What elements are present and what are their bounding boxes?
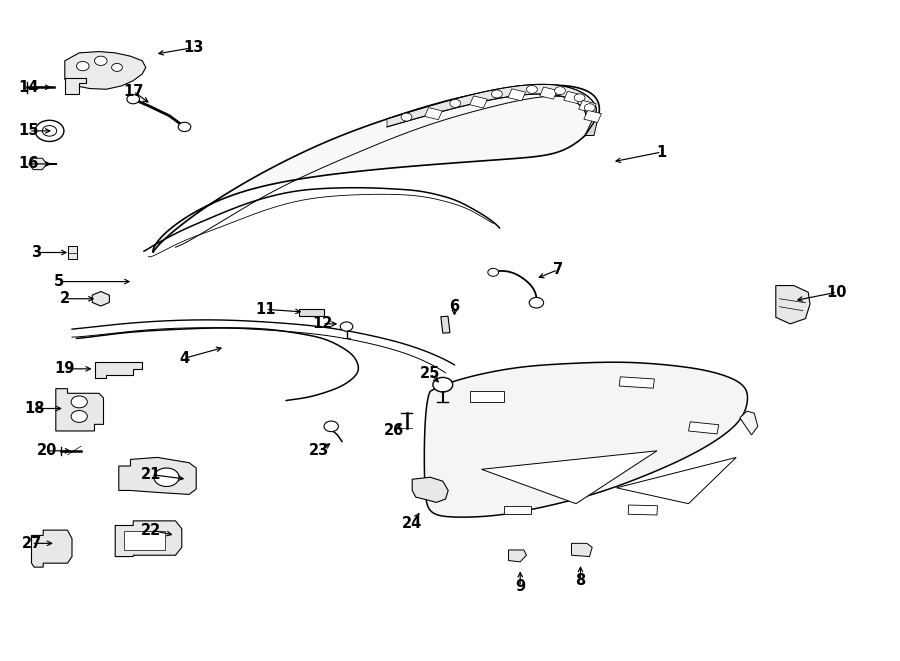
Text: 17: 17 — [123, 84, 143, 98]
Polygon shape — [508, 550, 526, 562]
Circle shape — [554, 87, 565, 95]
Circle shape — [529, 297, 544, 308]
Text: 7: 7 — [553, 262, 563, 277]
Polygon shape — [119, 457, 196, 494]
Circle shape — [71, 410, 87, 422]
Text: 27: 27 — [22, 536, 41, 551]
Text: 21: 21 — [141, 467, 161, 482]
Bar — [124, 531, 165, 550]
Circle shape — [42, 126, 57, 136]
Polygon shape — [94, 362, 142, 378]
Text: 14: 14 — [19, 80, 39, 95]
Bar — [504, 506, 531, 514]
Text: 22: 22 — [141, 523, 161, 537]
Bar — [619, 377, 654, 388]
Circle shape — [112, 63, 122, 71]
Circle shape — [94, 56, 107, 65]
Bar — [579, 100, 597, 112]
Text: 4: 4 — [179, 351, 190, 366]
Bar — [470, 96, 487, 108]
Polygon shape — [56, 389, 104, 431]
Polygon shape — [572, 543, 592, 557]
Text: 8: 8 — [575, 573, 586, 588]
Bar — [299, 309, 324, 316]
Bar — [441, 316, 450, 333]
Polygon shape — [65, 78, 86, 94]
Text: 5: 5 — [53, 274, 64, 289]
Text: 2: 2 — [59, 292, 70, 306]
Text: 18: 18 — [24, 401, 44, 416]
Circle shape — [35, 120, 64, 141]
Text: 10: 10 — [827, 285, 847, 299]
Text: 26: 26 — [384, 424, 404, 438]
Bar — [563, 91, 581, 104]
Text: 25: 25 — [420, 366, 440, 381]
Bar — [425, 108, 442, 120]
Text: 20: 20 — [37, 444, 57, 458]
Text: 9: 9 — [515, 580, 526, 594]
Text: 1: 1 — [656, 145, 667, 159]
Circle shape — [76, 61, 89, 71]
Text: 23: 23 — [310, 444, 329, 458]
Bar — [584, 110, 601, 122]
Polygon shape — [65, 52, 146, 89]
Text: 13: 13 — [184, 40, 203, 55]
Polygon shape — [387, 85, 597, 127]
Polygon shape — [424, 362, 748, 517]
Bar — [540, 87, 557, 99]
Polygon shape — [153, 85, 599, 253]
Polygon shape — [482, 451, 657, 504]
Circle shape — [584, 104, 595, 112]
Circle shape — [71, 396, 87, 408]
Circle shape — [526, 85, 537, 93]
Polygon shape — [740, 411, 758, 435]
Polygon shape — [616, 457, 736, 504]
Bar — [470, 391, 504, 402]
Bar — [68, 246, 77, 259]
Circle shape — [488, 268, 499, 276]
Text: 6: 6 — [449, 299, 460, 313]
Bar — [508, 89, 526, 101]
Text: 19: 19 — [55, 362, 75, 376]
Circle shape — [127, 95, 140, 104]
Text: 3: 3 — [31, 245, 41, 260]
Text: 15: 15 — [19, 124, 39, 138]
Bar — [628, 505, 657, 515]
Polygon shape — [32, 530, 72, 567]
Circle shape — [401, 113, 412, 121]
Text: 11: 11 — [256, 302, 275, 317]
Bar — [688, 422, 719, 434]
Text: 16: 16 — [19, 157, 39, 171]
Text: 12: 12 — [312, 317, 332, 331]
Circle shape — [574, 94, 585, 102]
Polygon shape — [585, 112, 598, 136]
Circle shape — [433, 377, 453, 392]
Circle shape — [324, 421, 338, 432]
Circle shape — [154, 468, 179, 486]
Circle shape — [491, 90, 502, 98]
Text: 24: 24 — [402, 516, 422, 531]
Circle shape — [450, 99, 461, 107]
Polygon shape — [776, 286, 810, 324]
Polygon shape — [412, 477, 448, 502]
Polygon shape — [115, 521, 182, 557]
Circle shape — [340, 322, 353, 331]
Circle shape — [178, 122, 191, 132]
